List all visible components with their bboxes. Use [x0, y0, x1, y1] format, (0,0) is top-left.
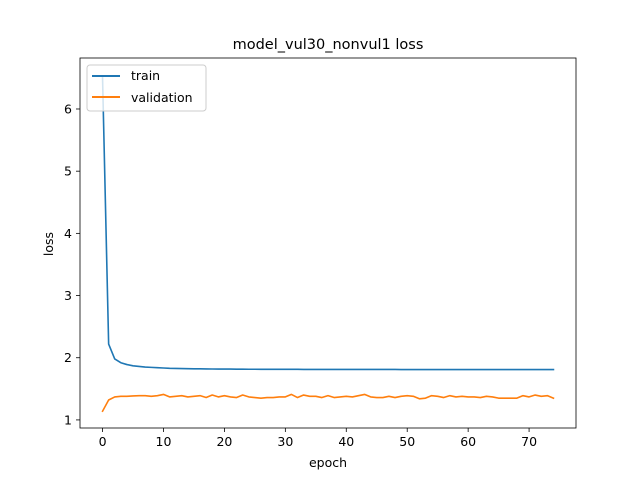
legend-train-label: train: [131, 68, 160, 83]
y-tick-label: 3: [64, 288, 72, 303]
series-validation-line: [101, 393, 555, 413]
series-layer: [101, 77, 555, 413]
y-tick-label: 2: [64, 350, 72, 365]
x-tick-label: 30: [277, 434, 293, 449]
x-tick-label: 0: [99, 434, 107, 449]
y-tick-label: 6: [64, 101, 72, 116]
x-axis-label: epoch: [309, 455, 347, 470]
x-tick-label: 40: [338, 434, 354, 449]
x-tick-label: 60: [460, 434, 476, 449]
y-axis-label: loss: [41, 232, 56, 256]
y-tick-label: 4: [64, 226, 72, 241]
y-axis-ticks: 1 2 3 4 5 6: [64, 101, 80, 427]
y-tick-label: 1: [64, 412, 72, 427]
x-axis-ticks: 0 10 20 30 40 50 60 70: [99, 428, 537, 449]
x-tick-label: 50: [399, 434, 415, 449]
x-tick-label: 10: [156, 434, 172, 449]
chart-title: model_vul30_nonvul1 loss: [233, 37, 424, 53]
legend: train validation: [86, 64, 207, 112]
series-train-line: [101, 77, 555, 371]
x-tick-label: 70: [521, 434, 537, 449]
legend-validation-label: validation: [131, 90, 193, 105]
axes-frame: [79, 57, 577, 429]
x-tick-label: 20: [216, 434, 232, 449]
plot-area: 0 10 20 30 40 50 60 70 1 2 3 4 5 6: [64, 57, 577, 449]
y-tick-label: 5: [64, 164, 72, 179]
